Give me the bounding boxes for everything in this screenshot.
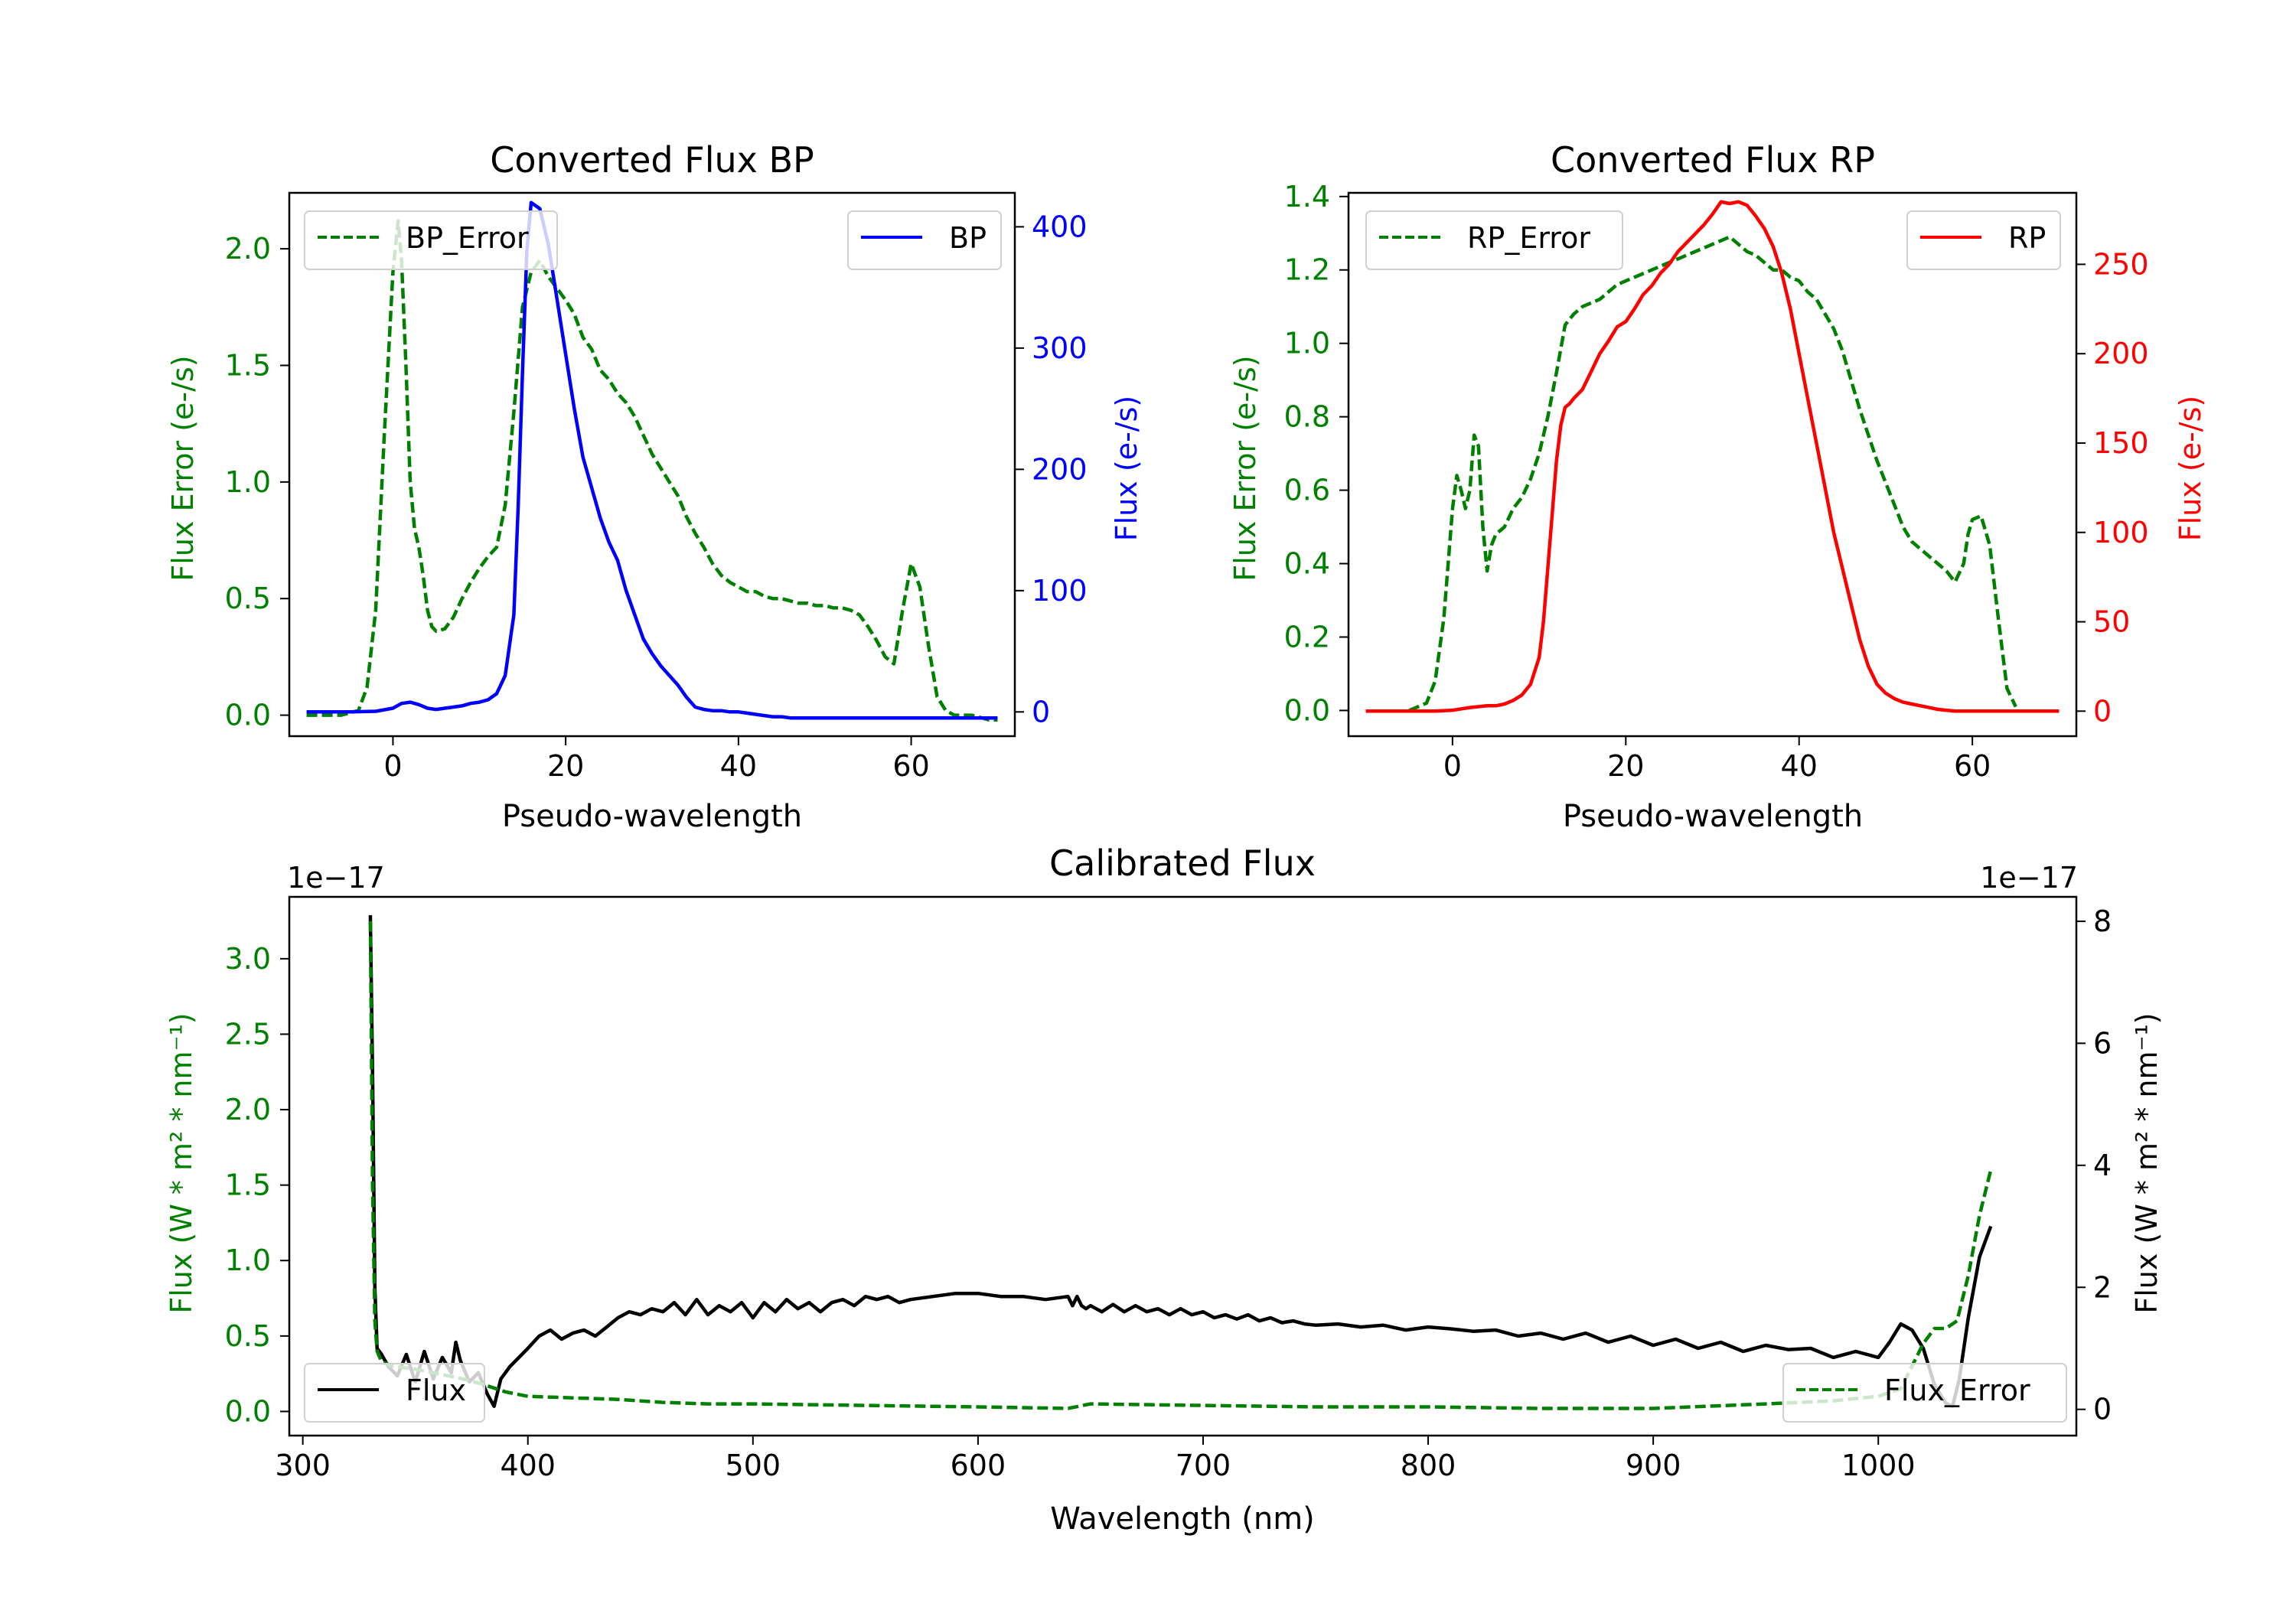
bp-plot-area: 0 20 40 60 0.0 0.5 1.0 1.5 2.0 0 100 200 300 400 (225, 191, 1088, 783)
rp-legend-right: RP (1906, 210, 2061, 270)
cal-ytick-left-label: 3.0 (225, 942, 271, 976)
bp-xtick-label: 40 (720, 749, 757, 783)
rp-xtick-label: 0 (1443, 749, 1462, 783)
bp-xtick-label: 0 (383, 749, 402, 783)
rp-legend-right-box (1906, 210, 2061, 270)
cal-ytick-left-label: 1.5 (225, 1169, 271, 1202)
cal-legend-right: Flux_Error (1782, 1363, 2067, 1423)
rp-panel: Converted Flux RP Pseudo-wavelength Flux… (1228, 139, 2207, 834)
cal-offset-left: 1e−17 (287, 861, 385, 895)
rp-legend-label: RP (2008, 221, 2046, 255)
cal-xtick-label: 800 (1401, 1449, 1456, 1482)
rp-plot-area: 0 20 40 60 0.0 0.2 0.4 0.6 0.8 1.0 1.2 1.4 0 50 100 150… (1284, 180, 2149, 783)
rp-error-legend-label: RP_Error (1467, 221, 1590, 255)
rp-ytick-right-label: 200 (2093, 337, 2149, 370)
cal-ytick-right-label: 0 (2093, 1393, 2112, 1426)
cal-ytick-left-label: 2.0 (225, 1093, 271, 1126)
rp-ytick-left-label: 1.2 (1284, 253, 1330, 287)
bp-legend-label: BP (949, 221, 987, 255)
cal-xtick-label: 300 (275, 1449, 331, 1482)
cal-ytick-right-label: 4 (2093, 1149, 2112, 1182)
rp-axes-frame (1347, 191, 2078, 738)
bp-legend-right-box (847, 210, 1002, 270)
rp-series-rp-line (1365, 200, 2060, 713)
rp-ytick-right-label: 100 (2093, 516, 2149, 549)
cal-xlabel: Wavelength (nm) (1050, 1501, 1315, 1537)
rp-ylabel-right: Flux (e-/s) (2174, 396, 2207, 541)
cal-ytick-left-label: 1.0 (225, 1244, 271, 1277)
cal-offset-right: 1e−17 (1980, 861, 2078, 895)
rp-xtick-label: 20 (1607, 749, 1644, 783)
cal-legend-left: Flux (304, 1363, 485, 1423)
rp-title: Converted Flux RP (1551, 139, 1875, 181)
bp-ytick-left-label: 1.5 (225, 348, 271, 382)
rp-series-rp-error-line (1408, 235, 2017, 712)
cal-ytick-left-label: 0.5 (225, 1319, 271, 1353)
rp-ytick-left-label: 1.4 (1284, 180, 1330, 214)
cal-axes-frame (288, 895, 2078, 1437)
bp-ytick-left-label: 0.5 (225, 582, 271, 615)
cal-ylabel-right: Flux (W * m² * nm⁻¹) (2130, 1012, 2164, 1313)
rp-legend-left: RP_Error (1365, 210, 1623, 270)
cal-error-legend-label: Flux_Error (1884, 1374, 2030, 1407)
rp-ytick-right-label: 0 (2093, 694, 2112, 728)
bp-ytick-right-label: 400 (1032, 210, 1088, 243)
cal-ytick-left-label: 2.5 (225, 1017, 271, 1051)
rp-ylabel-left: Flux Error (e-/s) (1228, 355, 1262, 581)
cal-error-legend-box (1782, 1363, 2067, 1423)
bp-ytick-right-label: 100 (1032, 574, 1088, 608)
rp-ytick-left-label: 0.2 (1284, 620, 1330, 654)
bp-ytick-left-label: 0.0 (225, 699, 271, 732)
bp-ylabel-left: Flux Error (e-/s) (166, 355, 200, 581)
bp-error-legend-label: BP_Error (406, 221, 529, 255)
bp-legend-left-box (304, 210, 558, 270)
bp-legend-left: BP_Error (304, 210, 558, 270)
bp-ylabel-right: Flux (e-/s) (1110, 396, 1143, 541)
rp-ytick-left-label: 0.8 (1284, 400, 1330, 434)
rp-ytick-right-label: 50 (2093, 605, 2130, 639)
bp-title: Converted Flux BP (490, 139, 814, 181)
cal-ylabel-left: Flux (W * m² * nm⁻¹) (165, 1012, 198, 1313)
rp-ytick-right-label: 250 (2093, 247, 2149, 281)
bp-legend-right: BP (847, 210, 1002, 270)
calibrated-panel: Calibrated Flux Wavelength (nm) 1e−17 1e… (165, 843, 2164, 1537)
rp-legend-left-box (1365, 210, 1623, 270)
bp-ytick-right-label: 0 (1032, 695, 1050, 729)
cal-xtick-label: 400 (500, 1449, 556, 1482)
bp-ytick-left-label: 2.0 (225, 232, 271, 266)
bp-xtick-label: 60 (892, 749, 929, 783)
bp-series-bp-line (306, 200, 998, 720)
cal-title: Calibrated Flux (1049, 843, 1316, 884)
rp-ytick-right-label: 150 (2093, 426, 2149, 460)
rp-ytick-left-label: 0.6 (1284, 474, 1330, 507)
rp-xlabel: Pseudo-wavelength (1563, 799, 1863, 834)
bp-ytick-right-label: 300 (1032, 331, 1088, 365)
rp-xtick-label: 40 (1781, 749, 1818, 783)
bp-panel: Converted Flux BP Pseudo-wavelength Flux… (166, 139, 1143, 834)
rp-ytick-left-label: 0.4 (1284, 547, 1330, 581)
rp-xtick-label: 60 (1954, 749, 1991, 783)
bp-xtick-label: 20 (547, 749, 584, 783)
cal-ytick-right-label: 8 (2093, 905, 2112, 938)
rp-ytick-left-label: 0.0 (1284, 693, 1330, 727)
cal-xtick-label: 600 (951, 1449, 1006, 1482)
cal-legend-left-box (304, 1363, 485, 1423)
bp-ytick-right-label: 200 (1032, 452, 1088, 486)
cal-flux-legend-label: Flux (406, 1374, 466, 1407)
cal-xtick-label: 1000 (1841, 1449, 1916, 1482)
cal-xtick-label: 500 (726, 1449, 781, 1482)
bp-axes-frame (288, 191, 1016, 738)
cal-xtick-label: 700 (1176, 1449, 1231, 1482)
cal-ytick-left-label: 0.0 (225, 1394, 271, 1428)
cal-ytick-right-label: 2 (2093, 1270, 2112, 1304)
bp-ytick-left-label: 1.0 (225, 465, 271, 499)
cal-xtick-label: 900 (1626, 1449, 1681, 1482)
cal-plot-area: 300 400 500 600 700 800 900 1000 0.0 0.5 1.0 1.5 2.0… (225, 895, 2112, 1482)
rp-ytick-left-label: 1.0 (1284, 327, 1330, 360)
cal-series-flux-line (368, 914, 1993, 1408)
cal-ytick-right-label: 6 (2093, 1026, 2112, 1060)
bp-xlabel: Pseudo-wavelength (502, 799, 802, 834)
